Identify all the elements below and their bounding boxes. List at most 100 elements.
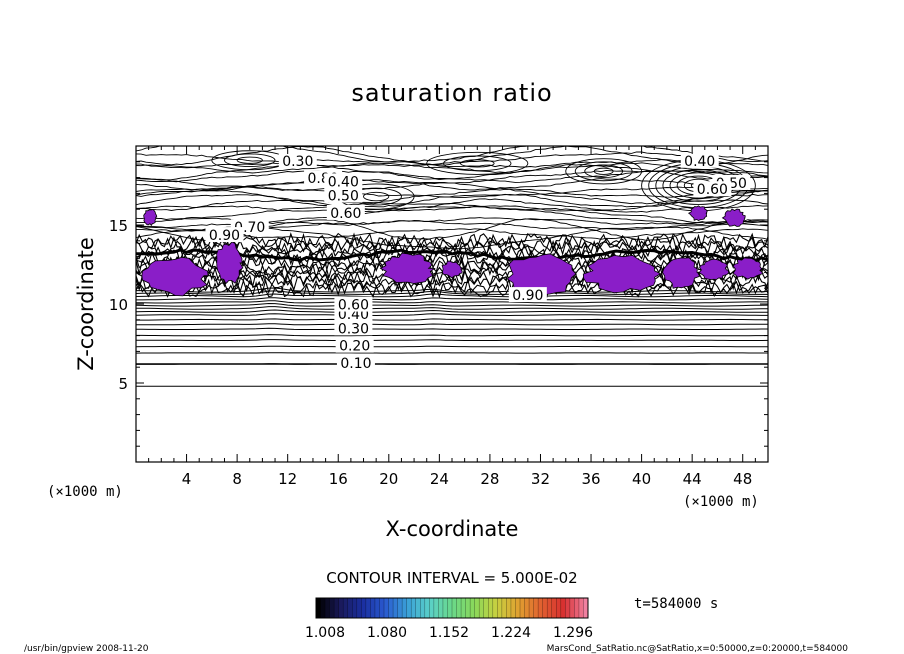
colorbar-cell	[442, 598, 448, 618]
colorbar-tick-label: 1.296	[553, 625, 593, 641]
footer-left: /usr/bin/gpview 2008-11-20	[24, 644, 149, 654]
contour-label: 0.60	[338, 298, 369, 314]
x-tick-label: 40	[632, 470, 651, 488]
contour-line	[136, 163, 768, 181]
contour-label: 0.90	[512, 288, 543, 304]
x-tick-label: 28	[480, 470, 499, 488]
colorbar-cell	[393, 598, 399, 618]
colorbar-cell	[560, 598, 566, 618]
colorbar-cell	[374, 598, 380, 618]
contour-ring	[426, 151, 529, 175]
contour-label: 0.60	[330, 206, 361, 222]
x-unit-label-left: (×1000 m)	[47, 484, 123, 500]
colorbar-tick-label: 1.008	[305, 625, 345, 641]
colorbar-cell	[465, 598, 471, 618]
contour-line	[136, 318, 768, 321]
contour-line	[136, 327, 768, 330]
contour-label-bg	[205, 227, 244, 243]
contour-line	[136, 306, 768, 310]
x-tick-label: 16	[329, 470, 348, 488]
contour-label-bg	[334, 320, 373, 336]
y-tick-label: 5	[118, 375, 128, 393]
colorbar-cell	[329, 598, 335, 618]
colorbar-cell	[483, 598, 489, 618]
contour-line	[136, 198, 768, 211]
colorbar-cell	[334, 598, 340, 618]
colorbar-cell	[370, 598, 376, 618]
contour-line	[136, 334, 768, 337]
colorbar-cell	[438, 598, 444, 618]
contour-label: 0.90	[209, 228, 240, 244]
contour-field: 0.100.200.300.400.600.700.800.900.300.40…	[136, 146, 768, 387]
supersaturation-region	[732, 257, 764, 280]
x-tick-label: 44	[683, 470, 702, 488]
contour-label-bg	[508, 287, 547, 303]
contour-label-bg	[335, 337, 374, 353]
colorbar-cell	[456, 598, 462, 618]
x-tick-label: 36	[581, 470, 600, 488]
supersaturation-region	[141, 256, 209, 297]
colorbar-cell	[388, 598, 394, 618]
y-tick-label: 15	[109, 217, 128, 235]
contour-line	[136, 188, 768, 205]
colorbar-cell	[356, 598, 362, 618]
colorbar-cell	[542, 598, 548, 618]
colorbar-cell	[524, 598, 530, 618]
colorbar: 1.008 1.080 1.152 1.224 1.296	[305, 597, 593, 641]
contour-interval-label: CONTOUR INTERVAL = 5.000E-02	[326, 569, 577, 587]
colorbar-cell	[320, 598, 326, 618]
colorbar-cell	[365, 598, 371, 618]
contour-line	[136, 205, 768, 213]
contour-label-bg	[278, 152, 317, 168]
contour-line	[136, 302, 768, 307]
colorbar-cell	[397, 598, 403, 618]
contour-line	[136, 265, 768, 284]
colorbar-frame	[315, 597, 589, 619]
x-tick-label: 4	[182, 470, 192, 488]
contour-label-bg	[324, 187, 363, 203]
colorbar-cell	[547, 598, 553, 618]
colorbar-cell	[415, 598, 421, 618]
colorbar-cell	[420, 598, 426, 618]
contour-line	[136, 345, 768, 348]
colorbar-cell	[433, 598, 439, 618]
colorbar-cell	[447, 598, 453, 618]
contour-line	[136, 177, 768, 191]
x-tick-label: 24	[430, 470, 449, 488]
supersaturation-region	[441, 260, 465, 279]
colorbar-cell	[515, 598, 521, 618]
contour-ring	[574, 161, 633, 182]
contour-ring	[459, 159, 495, 168]
x-axis-title: X-coordinate	[386, 517, 519, 541]
contour-label: 0.50	[328, 189, 359, 205]
contour-line	[136, 151, 768, 167]
supersaturation-region	[506, 253, 578, 296]
colorbar-cell	[343, 598, 349, 618]
contour-label: 0.20	[339, 339, 370, 355]
contour-line	[136, 146, 768, 163]
chart-title: saturation ratio	[351, 79, 552, 107]
contour-line	[136, 300, 768, 304]
footer-right: MarsCond_SatRatio.nc@SatRatio,x=0:50000,…	[547, 644, 849, 654]
contour-line	[136, 170, 768, 183]
colorbar-tick-label: 1.152	[429, 625, 469, 641]
x-tick-label: 12	[278, 470, 297, 488]
colorbar-cell	[506, 598, 512, 618]
colorbar-cell	[470, 598, 476, 618]
plot-frame	[135, 145, 769, 463]
time-label: t=584000 s	[634, 596, 718, 612]
colorbar-cell	[533, 598, 539, 618]
colorbar-cell	[479, 598, 485, 618]
colorbar-cell	[574, 598, 580, 618]
supersaturation-region	[698, 258, 730, 280]
colorbar-cell	[402, 598, 408, 618]
contour-line	[136, 309, 768, 313]
colorbar-cell	[497, 598, 503, 618]
supersaturation-region	[662, 257, 701, 289]
colorbar-cell	[583, 598, 589, 618]
colorbar-cell	[492, 598, 498, 618]
contour-label-bg	[680, 152, 719, 168]
colorbar-cell	[474, 598, 480, 618]
colorbar-cell	[316, 598, 322, 618]
